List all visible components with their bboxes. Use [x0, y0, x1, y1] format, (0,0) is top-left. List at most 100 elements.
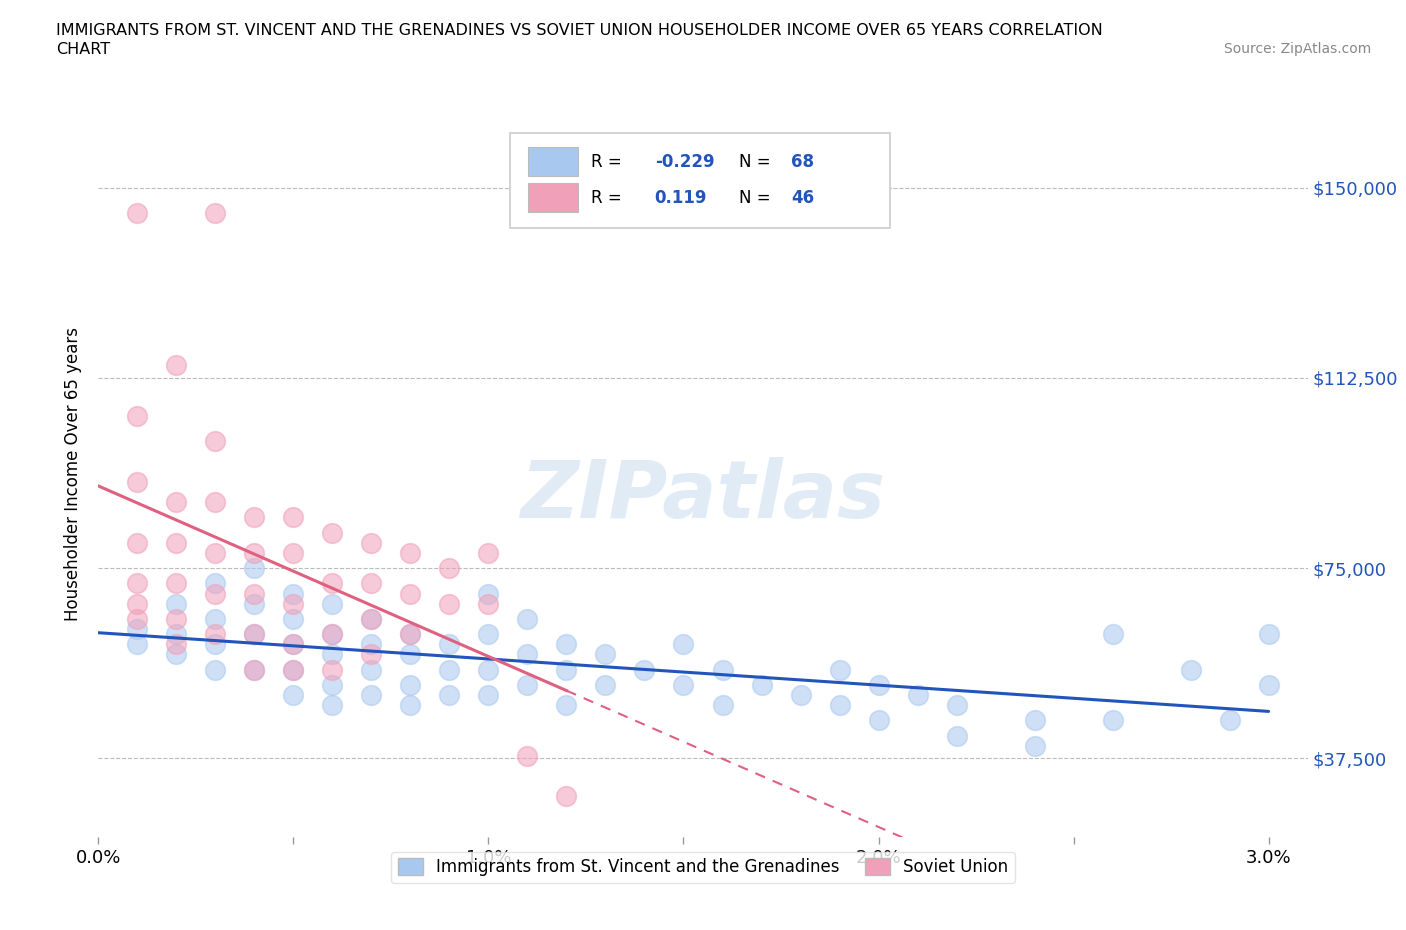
Point	[595, 647, 617, 662]
Point	[243, 627, 266, 642]
Point	[360, 611, 382, 626]
Point	[243, 596, 266, 611]
Point	[672, 637, 695, 652]
Point	[555, 637, 578, 652]
Point	[283, 586, 305, 601]
Point	[204, 576, 226, 591]
Point	[555, 662, 578, 677]
Point	[439, 687, 461, 702]
Point	[360, 576, 382, 591]
Point	[283, 596, 305, 611]
Legend: Immigrants from St. Vincent and the Grenadines, Soviet Union: Immigrants from St. Vincent and the Gren…	[391, 852, 1015, 883]
Text: Source: ZipAtlas.com: Source: ZipAtlas.com	[1223, 42, 1371, 56]
Point	[165, 495, 187, 510]
Point	[283, 687, 305, 702]
Point	[360, 687, 382, 702]
Point	[127, 408, 149, 423]
Point	[204, 637, 226, 652]
Text: 0.119: 0.119	[655, 189, 707, 206]
Text: R =: R =	[591, 153, 621, 170]
Point	[165, 637, 187, 652]
Text: N =: N =	[740, 189, 770, 206]
Point	[204, 627, 226, 642]
Point	[243, 561, 266, 576]
Point	[204, 611, 226, 626]
Point	[127, 536, 149, 551]
Point	[1024, 738, 1046, 753]
Point	[165, 627, 187, 642]
Point	[321, 662, 343, 677]
Point	[828, 698, 851, 712]
Point	[399, 647, 422, 662]
Point	[633, 662, 655, 677]
Text: 68: 68	[792, 153, 814, 170]
Point	[204, 206, 226, 220]
Text: ZIPatlas: ZIPatlas	[520, 457, 886, 535]
Point	[1219, 713, 1241, 728]
Point	[243, 586, 266, 601]
Point	[477, 662, 499, 677]
Point	[477, 627, 499, 642]
Point	[828, 662, 851, 677]
Point	[127, 474, 149, 489]
Point	[399, 627, 422, 642]
Point	[165, 576, 187, 591]
Point	[127, 637, 149, 652]
Point	[1257, 677, 1279, 692]
Point	[283, 637, 305, 652]
FancyBboxPatch shape	[527, 183, 578, 212]
Point	[516, 749, 538, 764]
Text: R =: R =	[591, 189, 621, 206]
Point	[283, 637, 305, 652]
Point	[165, 611, 187, 626]
Point	[439, 596, 461, 611]
Point	[321, 627, 343, 642]
Point	[945, 698, 967, 712]
Point	[439, 561, 461, 576]
Point	[360, 637, 382, 652]
Text: -0.229: -0.229	[655, 153, 714, 170]
Point	[204, 434, 226, 449]
Point	[399, 627, 422, 642]
Point	[477, 596, 499, 611]
Point	[204, 662, 226, 677]
Point	[127, 596, 149, 611]
Point	[283, 510, 305, 525]
Point	[321, 576, 343, 591]
Point	[321, 698, 343, 712]
Point	[204, 546, 226, 561]
Point	[321, 627, 343, 642]
Point	[283, 611, 305, 626]
Point	[439, 662, 461, 677]
Point	[751, 677, 773, 692]
Point	[907, 687, 929, 702]
Point	[555, 789, 578, 804]
Point	[360, 662, 382, 677]
Point	[516, 647, 538, 662]
Point	[165, 596, 187, 611]
Point	[1101, 713, 1123, 728]
Point	[127, 621, 149, 636]
Point	[204, 495, 226, 510]
Point	[439, 637, 461, 652]
Point	[1257, 627, 1279, 642]
Point	[243, 627, 266, 642]
Point	[243, 662, 266, 677]
Point	[283, 662, 305, 677]
Point	[321, 596, 343, 611]
Point	[360, 536, 382, 551]
Text: IMMIGRANTS FROM ST. VINCENT AND THE GRENADINES VS SOVIET UNION HOUSEHOLDER INCOM: IMMIGRANTS FROM ST. VINCENT AND THE GREN…	[56, 23, 1102, 38]
Point	[711, 662, 734, 677]
Point	[672, 677, 695, 692]
Point	[321, 677, 343, 692]
Point	[399, 698, 422, 712]
Point	[477, 586, 499, 601]
Y-axis label: Householder Income Over 65 years: Householder Income Over 65 years	[65, 327, 83, 621]
Point	[1024, 713, 1046, 728]
Point	[477, 546, 499, 561]
Point	[516, 677, 538, 692]
Point	[127, 611, 149, 626]
Point	[1101, 627, 1123, 642]
Point	[399, 586, 422, 601]
Point	[283, 546, 305, 561]
